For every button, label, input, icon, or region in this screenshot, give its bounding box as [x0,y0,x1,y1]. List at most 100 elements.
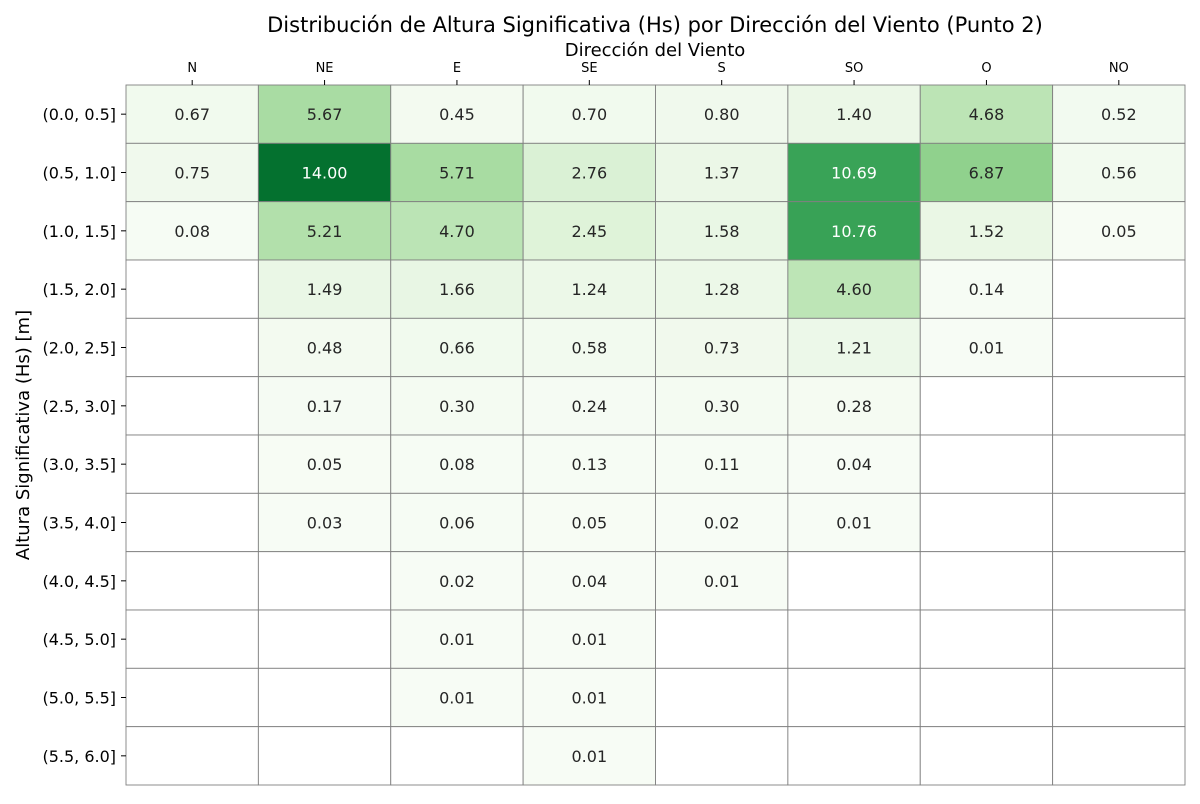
x-tick-label: S [718,61,726,76]
heatmap-cell [787,142,921,203]
heatmap-value-label: 0.56 [1101,164,1137,183]
heatmap-cell [522,551,656,611]
heatmap-value-label: 10.69 [831,164,877,183]
y-tick-label: (3.5, 4.0] [42,514,116,533]
y-tick-label: (5.5, 6.0] [42,747,116,766]
heatmap-cell [919,609,1054,669]
heatmap-cell [522,726,656,786]
heatmap-cell [1052,609,1186,669]
heatmap-value-label: 0.01 [572,747,608,766]
y-axis-ticks: (0.0, 0.5] (0.5, 1.0] (1.0, 1.5] (1.5, 2.0]… [42,105,126,766]
heatmap-cell [522,259,656,319]
y-tick-label: (3.0, 3.5] [42,455,116,474]
heatmap-cell [390,201,524,261]
heatmap-value-label: 0.24 [572,397,608,416]
heatmap-cell [787,492,921,553]
heatmap-value-label: 0.67 [174,105,210,124]
heatmap-cell [919,201,1054,261]
heatmap-cell [655,551,789,611]
y-tick-label: (0.0, 0.5] [42,105,116,124]
y-tick-label: (2.0, 2.5] [42,339,116,358]
heatmap-cell [787,726,921,786]
heatmap-value-label: 0.14 [969,280,1005,299]
y-tick-label: (4.5, 5.0] [42,630,116,649]
heatmap-value-label: 0.01 [969,339,1005,358]
heatmap-cell [125,84,259,144]
heatmap-cell [655,201,789,261]
heatmap-cell [125,726,259,786]
x-tick-label: O [981,61,991,76]
x-tick-label: N [187,61,197,76]
heatmap-value-label: 0.66 [439,339,475,358]
heatmap-value-label: 0.06 [439,514,475,533]
heatmap-cell [787,667,921,728]
heatmap-value-label: 0.05 [1101,222,1137,241]
heatmap-cell [257,84,392,144]
heatmap-value-label: 1.21 [836,339,872,358]
heatmap-cell [919,376,1054,436]
heatmap-cell [125,492,259,553]
heatmap-value-label: 0.73 [704,339,740,358]
heatmap-cell [787,201,921,261]
heatmap-cell [1052,259,1186,319]
heatmap-cell [522,376,656,436]
y-tick-label: (2.5, 3.0] [42,397,116,416]
heatmap-value-label: 2.45 [572,222,608,241]
heatmap-value-label: 1.58 [704,222,740,241]
heatmap-value-label: 1.40 [836,105,872,124]
heatmap-cell [655,726,789,786]
heatmap-cell [655,142,789,203]
heatmap-value-label: 2.76 [572,164,608,183]
heatmap-cell [522,142,656,203]
heatmap-cell [655,492,789,553]
heatmap-cell [919,434,1054,494]
y-tick-label: (5.0, 5.5] [42,689,116,708]
x-tick-label: E [453,61,461,76]
heatmap-value-label: 5.67 [307,105,343,124]
heatmap-value-label: 0.05 [307,455,343,474]
heatmap-cell [655,376,789,436]
heatmap-cell [125,376,259,436]
heatmap-cell [390,667,524,728]
y-tick-label: (4.0, 4.5] [42,572,116,591]
heatmap-cell [655,259,789,319]
heatmap-cell [1052,84,1186,144]
heatmap-cell [257,142,392,203]
heatmap-value-label: 0.80 [704,105,740,124]
heatmap-cell [1052,726,1186,786]
heatmap-cell [257,726,392,786]
heatmap-cell [257,259,392,319]
heatmap-value-label: 0.04 [572,572,608,591]
heatmap-cell [1052,492,1186,553]
heatmap-cell [125,201,259,261]
heatmap-cell [787,609,921,669]
heatmap-value-label: 1.24 [572,280,608,299]
heatmap-cell [787,434,921,494]
heatmap-cell [655,667,789,728]
heatmap-value-label: 0.11 [704,455,740,474]
heatmap-cell [919,667,1054,728]
heatmap-value-label: 0.04 [836,455,872,474]
heatmap-value-label: 0.01 [704,572,740,591]
heatmap-value-label: 1.66 [439,280,475,299]
heatmap-value-label: 4.68 [969,105,1005,124]
heatmap-cell [390,609,524,669]
y-axis-label: Altura Significativa (Hs) [m] [13,310,34,560]
heatmap-cell [257,201,392,261]
heatmap-value-label: 5.21 [307,222,343,241]
heatmap-cell [257,667,392,728]
heatmap-value-label: 0.45 [439,105,475,124]
heatmap-cell [1052,376,1186,436]
heatmap-cell [522,492,656,553]
heatmap-cell [1052,142,1186,203]
heatmap-value-label: 0.01 [836,514,872,533]
x-tick-label: NO [1109,61,1129,76]
y-tick-label: (1.0, 1.5] [42,222,116,241]
heatmap-value-label: 0.03 [307,514,343,533]
heatmap-cell [257,317,392,378]
x-axis-ticks: N NE E SE S SO O NO [187,61,1129,85]
heatmap-cell [787,551,921,611]
heatmap-value-label: 0.13 [572,455,608,474]
heatmap-value-label: 0.52 [1101,105,1137,124]
